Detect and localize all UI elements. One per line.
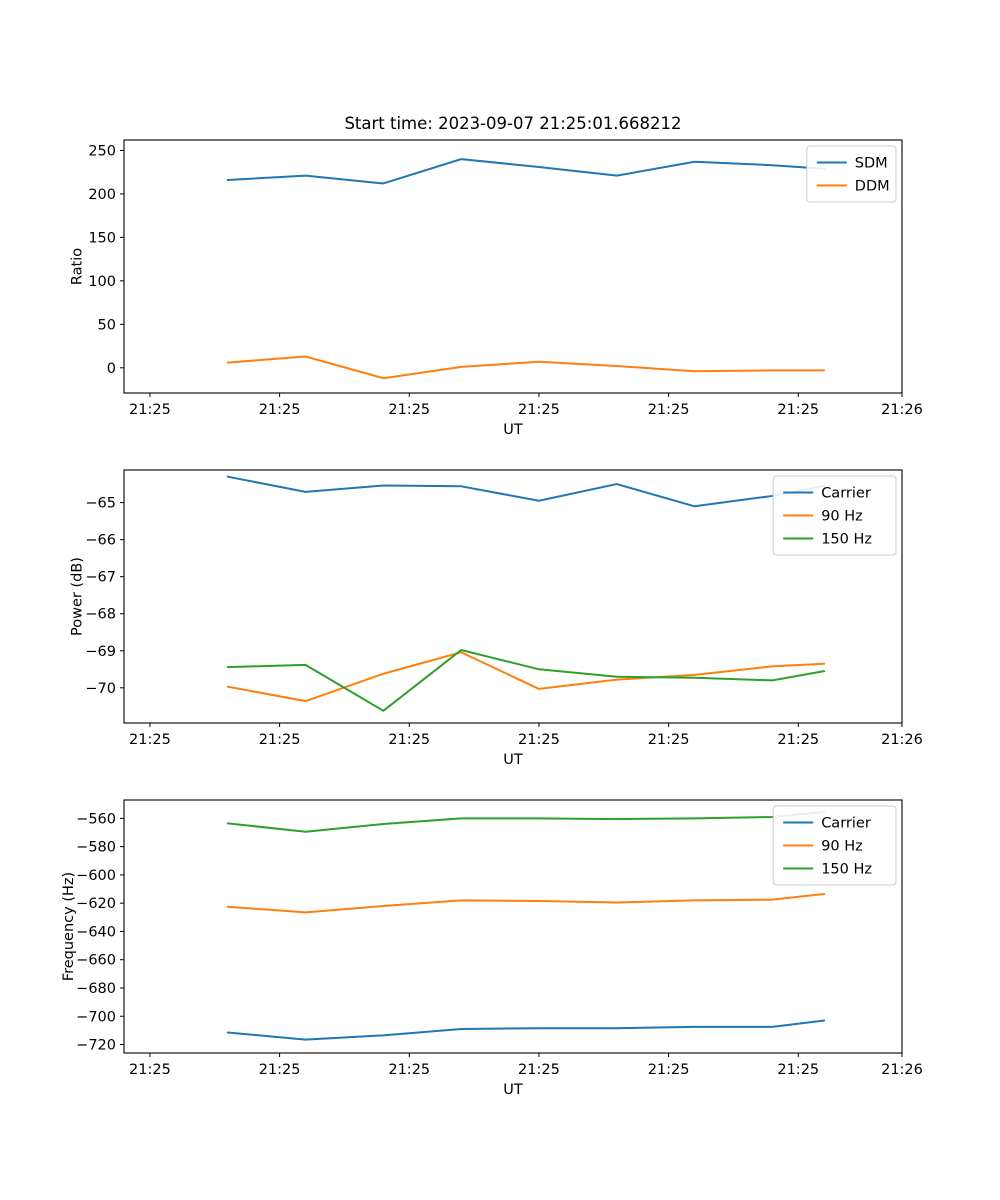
x-tick-label: 21:26 [881, 732, 923, 748]
x-tick-label: 21:25 [648, 402, 690, 418]
legend-label-carrier: Carrier [821, 486, 871, 502]
y-tick-label: −65 [85, 496, 116, 512]
x-tick-label: 21:25 [777, 402, 819, 418]
x-tick-label: 21:25 [518, 402, 560, 418]
series-line-sdm [226, 158, 826, 185]
x-tick-label: 21:25 [129, 1062, 171, 1078]
x-tick-label: 21:25 [259, 1062, 301, 1078]
y-tick-label: 0 [107, 361, 116, 377]
legend-label-90-hz: 90 Hz [821, 509, 863, 525]
legend: Carrier 90 Hz 150 Hz [772, 805, 897, 886]
x-tick-label: 21:25 [388, 402, 430, 418]
x-tick-label: 21:25 [259, 402, 301, 418]
x-tick-label: 21:25 [777, 1062, 819, 1078]
legend-box [772, 475, 897, 556]
plot-title: Start time: 2023-09-07 21:25:01.668212 [344, 114, 681, 133]
x-tick-label: 21:25 [648, 732, 690, 748]
series-line-150-hz [226, 811, 826, 833]
series-line-ddm [226, 355, 826, 380]
y-tick-label: −680 [76, 981, 116, 997]
x-tick-label: 21:26 [881, 1062, 923, 1078]
series-line-90-hz [226, 892, 826, 914]
y-tick-label: 250 [88, 143, 116, 159]
y-tick-label: 150 [88, 230, 116, 246]
x-tick-label: 21:25 [129, 402, 171, 418]
x-tick-label: 21:25 [518, 1062, 560, 1078]
x-tick-label: 21:26 [881, 402, 923, 418]
y-tick-label: −580 [76, 840, 116, 856]
legend-label-sdm: SDM [855, 156, 888, 172]
y-tick-label: −66 [85, 533, 116, 549]
y-tick-label: −70 [85, 681, 116, 697]
y-axis-label: Frequency (Hz) [61, 872, 77, 981]
y-tick-label: 200 [88, 187, 116, 203]
legend-label-ddm: DDM [855, 179, 890, 195]
series-line-carrier [226, 1019, 826, 1041]
series-line-90-hz [226, 651, 826, 703]
ratio-panel-axes-frame [123, 139, 903, 394]
y-tick-label: −69 [85, 644, 116, 660]
x-tick-label: 21:25 [777, 732, 819, 748]
x-axis-label: UT [503, 1082, 523, 1098]
y-tick-label: 50 [98, 317, 116, 333]
y-tick-label: −560 [76, 811, 116, 827]
y-tick-label: −67 [85, 570, 116, 586]
x-tick-label: 21:25 [518, 732, 560, 748]
x-tick-label: 21:25 [388, 1062, 430, 1078]
y-axis-label: Power (dB) [69, 557, 85, 636]
series-line-carrier [226, 475, 826, 508]
y-tick-label: 100 [88, 274, 116, 290]
legend-label-carrier: Carrier [821, 816, 871, 832]
series-line-150-hz [226, 649, 826, 712]
y-tick-label: −720 [76, 1038, 116, 1054]
y-tick-label: −68 [85, 607, 116, 623]
y-axis-label: Ratio [69, 248, 85, 285]
x-axis-label: UT [503, 422, 523, 438]
x-tick-label: 21:25 [259, 732, 301, 748]
legend-label-90-hz: 90 Hz [821, 839, 863, 855]
legend-label-150-hz: 150 Hz [821, 532, 872, 548]
y-tick-label: −640 [76, 924, 116, 940]
y-tick-label: −620 [76, 896, 116, 912]
x-tick-label: 21:25 [129, 732, 171, 748]
x-tick-label: 21:25 [648, 1062, 690, 1078]
y-tick-label: −600 [76, 868, 116, 884]
x-axis-label: UT [503, 752, 523, 768]
frequency-panel-axes-frame [123, 799, 903, 1054]
legend-box [806, 145, 897, 203]
y-tick-label: −700 [76, 1009, 116, 1025]
legend-box [772, 805, 897, 886]
x-tick-label: 21:25 [388, 732, 430, 748]
y-tick-label: −660 [76, 953, 116, 969]
legend-label-150-hz: 150 Hz [821, 862, 872, 878]
legend: SDM DDM [806, 145, 897, 203]
power-panel-axes-frame [123, 469, 903, 724]
legend: Carrier 90 Hz 150 Hz [772, 475, 897, 556]
